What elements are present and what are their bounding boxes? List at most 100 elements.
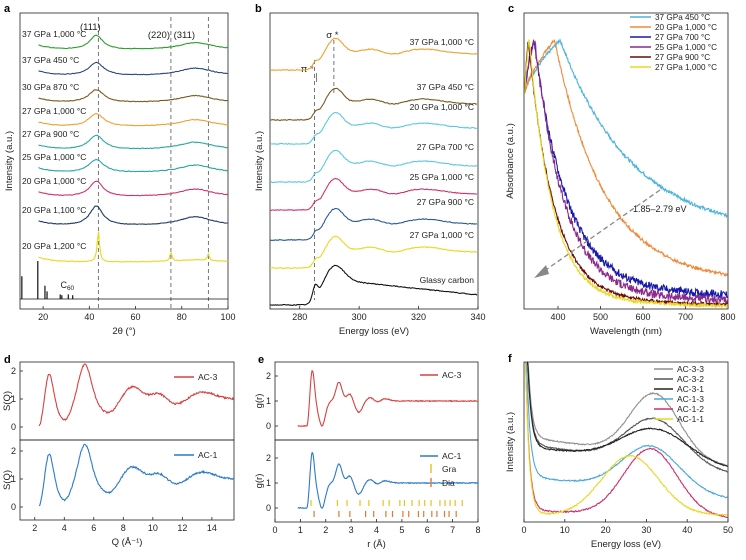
x-tick-label: 80 bbox=[177, 312, 187, 322]
series-label: 37 GPa 450 °C bbox=[22, 55, 79, 65]
series-line bbox=[525, 361, 729, 467]
panel-label: b bbox=[255, 3, 262, 15]
y-tick-label: 1 bbox=[266, 396, 271, 406]
series-line bbox=[297, 452, 479, 509]
legend-label: 37 GPa 450 °C bbox=[655, 13, 710, 22]
legend-label: 27 GPa 700 °C bbox=[655, 33, 710, 42]
legend-label: AC-3-1 bbox=[677, 384, 704, 394]
series-line bbox=[524, 40, 729, 299]
x-tick-label: 10 bbox=[148, 523, 158, 533]
series-line bbox=[38, 231, 229, 263]
series-line bbox=[524, 39, 729, 305]
x-tick-label: 1 bbox=[298, 525, 303, 535]
x-tick-label: 30 bbox=[641, 525, 651, 535]
legend-label: 27 GPa 1,000 °C bbox=[655, 63, 717, 72]
y-tick-label: 2 bbox=[266, 371, 271, 381]
y-axis-label: S(Q) bbox=[2, 391, 13, 411]
series-line bbox=[269, 177, 478, 211]
y-tick-label: 0 bbox=[11, 422, 16, 432]
legend-label: AC-3-3 bbox=[677, 364, 704, 374]
x-tick-label: 4 bbox=[62, 523, 67, 533]
panel-f: f 0 10 20 30 40 50 Energy loss (eV) Intensity (a… bbox=[505, 353, 733, 550]
panel-b: b 280 300 320 340 Energy loss (eV) Intensity (… bbox=[254, 3, 486, 337]
series-label: 20 GPa 1,000 °C bbox=[410, 102, 474, 112]
series-label: 27 GPa 1,000 °C bbox=[410, 230, 474, 240]
series-line bbox=[297, 370, 479, 428]
plot-frame bbox=[269, 12, 479, 310]
x-tick-label: 100 bbox=[220, 312, 235, 322]
plot-frame bbox=[523, 12, 729, 310]
legend-label: AC-3 bbox=[198, 372, 218, 382]
panel-label: c bbox=[508, 3, 514, 15]
y-tick-label: 0 bbox=[11, 502, 16, 512]
y-axis-label: Intensity (a.u.) bbox=[4, 131, 15, 191]
series-line bbox=[38, 89, 228, 103]
x-tick-label: 40 bbox=[84, 312, 94, 322]
series-line bbox=[269, 207, 478, 242]
x-tick-label: 3 bbox=[349, 525, 354, 535]
x-tick-label: 600 bbox=[635, 312, 650, 322]
series-label: 27 GPa 900 °C bbox=[22, 129, 79, 139]
x-tick-label: 20 bbox=[38, 312, 48, 322]
y-tick-label: 0 bbox=[266, 421, 271, 431]
series-line bbox=[38, 363, 235, 427]
panel-e: e 0 1 2 3 4 5 6 7 8 r (Å) g(r) g(r) 0 1 2 0 1 2 AC-3 AC-1 Gra… bbox=[254, 354, 481, 550]
x-tick-label: 60 bbox=[131, 312, 141, 322]
series-line bbox=[525, 362, 728, 516]
series-line bbox=[270, 87, 478, 121]
y-tick-label: 0 bbox=[266, 503, 271, 513]
series-line bbox=[524, 39, 729, 277]
y-tick-label: 2 bbox=[11, 446, 16, 456]
y-tick-label: 1 bbox=[11, 474, 16, 484]
series-label: 27 GPa 700 °C bbox=[417, 142, 474, 152]
legend-label: AC-1 bbox=[442, 451, 462, 461]
x-tick-label: 14 bbox=[207, 523, 217, 533]
series-label: 30 GPa 870 °C bbox=[22, 82, 79, 92]
x-axis-label: r (Å) bbox=[367, 539, 385, 550]
y-axis-label: g(r) bbox=[254, 474, 265, 489]
trend-arrowhead bbox=[534, 265, 549, 278]
x-axis-label: Wavelength (nm) bbox=[590, 326, 662, 337]
legend-label: AC-1-1 bbox=[677, 414, 704, 424]
legend: AC-3-3AC-3-2AC-3-1AC-1-3AC-1-2AC-1-1 bbox=[654, 364, 704, 424]
y-axis-label: Intensity (a.u.) bbox=[254, 131, 265, 191]
y-tick-label: 1 bbox=[266, 478, 271, 488]
annotation-label: σ * bbox=[326, 30, 339, 41]
panel-label: f bbox=[508, 353, 512, 365]
series-label: 27 GPa 1,000 °C bbox=[22, 106, 86, 116]
series-line bbox=[38, 134, 229, 150]
peak-label: (220) bbox=[148, 30, 170, 41]
x-tick-label: 8 bbox=[121, 523, 126, 533]
y-axis-label: Absorbance (a.u.) bbox=[505, 123, 516, 199]
plot-frame bbox=[523, 361, 729, 523]
series-line bbox=[38, 34, 229, 50]
x-tick-label: 40 bbox=[682, 525, 692, 535]
x-tick-label: 8 bbox=[475, 525, 480, 535]
series-label: Glassy carbon bbox=[420, 275, 475, 285]
series-line bbox=[38, 443, 235, 507]
legend-label: AC-1 bbox=[198, 450, 218, 460]
series-line bbox=[38, 180, 229, 197]
x-tick-label: 4 bbox=[374, 525, 379, 535]
x-tick-label: 20 bbox=[601, 525, 611, 535]
peak-label: (311) bbox=[174, 30, 195, 41]
series-line bbox=[525, 361, 728, 473]
legend-label: 27 GPa 900 °C bbox=[655, 53, 710, 62]
series-label: 20 GPa 1,200 °C bbox=[22, 241, 86, 251]
series-label: 25 GPa 1,000 °C bbox=[22, 152, 86, 162]
y-axis-label: Intensity (a.u.) bbox=[505, 412, 516, 472]
legend-label: 20 GPa 1,000 °C bbox=[655, 23, 717, 32]
series-label: 37 GPa 450 °C bbox=[417, 82, 474, 92]
series-line bbox=[269, 235, 478, 269]
x-tick-label: 12 bbox=[177, 523, 187, 533]
y-tick-label: 2 bbox=[11, 366, 16, 376]
x-tick-label: 50 bbox=[723, 525, 733, 535]
series-label: 25 GPa 1,000 °C bbox=[410, 172, 474, 182]
x-tick-label: 6 bbox=[425, 525, 430, 535]
x-axis-label: Q (Å⁻¹) bbox=[112, 537, 143, 548]
series-line bbox=[524, 37, 729, 219]
series-label: 37 GPa 1,000 °C bbox=[410, 37, 474, 47]
series-line bbox=[269, 149, 478, 184]
